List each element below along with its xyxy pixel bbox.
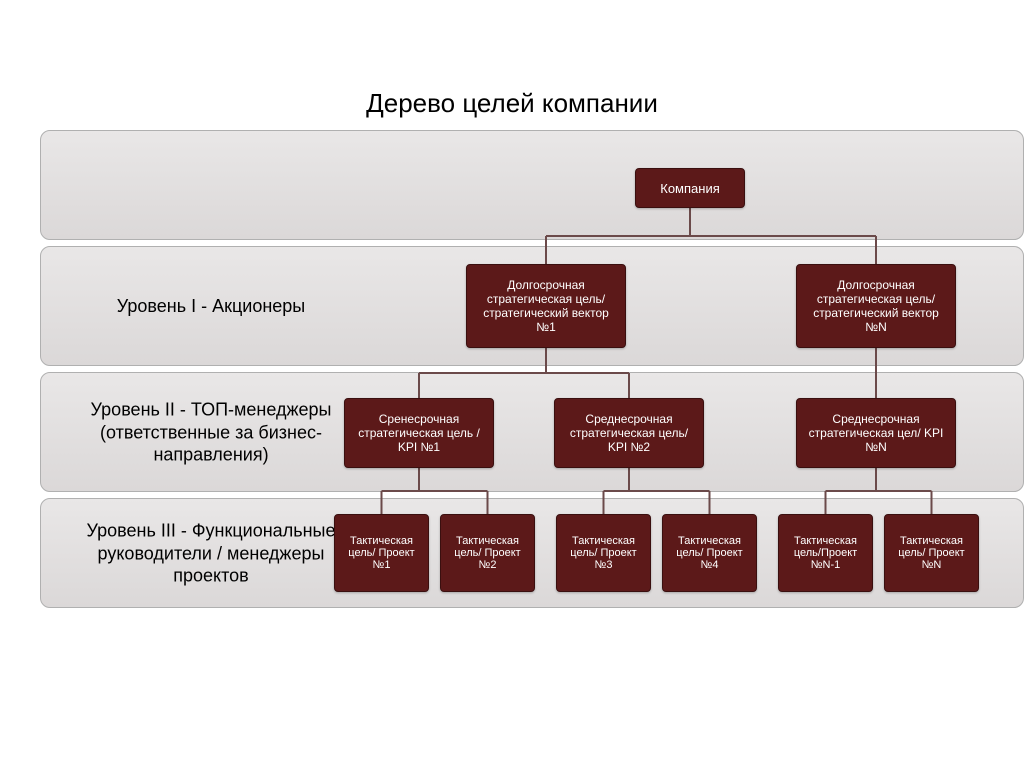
tree-node-label: Тактическая цель/ Проект №3 xyxy=(563,535,644,571)
tree-node-label: Среднесрочная стратегическая цел/ KPI №N xyxy=(803,412,949,454)
tree-node-label: Сренесрочная стратегическая цель / KPI №… xyxy=(351,412,487,454)
diagram-canvas: Дерево целей компании Уровень I - Акцион… xyxy=(0,0,1024,767)
tree-node-label: Тактическая цель/ Проект №1 xyxy=(341,535,422,571)
tree-node: Тактическая цель/ Проект №2 xyxy=(440,514,535,592)
level-band-label: Уровень I - Акционеры xyxy=(61,295,361,318)
tree-node: Тактическая цель/ Проект №3 xyxy=(556,514,651,592)
level-band-label: Уровень II - ТОП-менеджеры (ответственны… xyxy=(61,398,361,466)
tree-node: Тактическая цель/ Проект №4 xyxy=(662,514,757,592)
tree-node-label: Долгосрочная стратегическая цель/ страте… xyxy=(803,278,949,334)
tree-node: Тактическая цель/Проект №N-1 xyxy=(778,514,873,592)
tree-node: Тактическая цель/ Проект №1 xyxy=(334,514,429,592)
tree-node-label: Долгосрочная стратегическая цель/ страте… xyxy=(473,278,619,334)
tree-node: Сренесрочная стратегическая цель / KPI №… xyxy=(344,398,494,468)
tree-node-label: Тактическая цель/ Проект №N xyxy=(891,535,972,571)
level-band xyxy=(40,130,1024,240)
tree-node-label: Тактическая цель/ Проект №2 xyxy=(447,535,528,571)
level-band-label: Уровень III - Функциональные руководител… xyxy=(61,519,361,587)
tree-node: Тактическая цель/ Проект №N xyxy=(884,514,979,592)
tree-node: Компания xyxy=(635,168,745,208)
diagram-title: Дерево целей компании xyxy=(0,80,1024,133)
tree-node-label: Компания xyxy=(642,181,738,196)
tree-node: Среднесрочная стратегическая цел/ KPI №N xyxy=(796,398,956,468)
tree-node: Долгосрочная стратегическая цель/ страте… xyxy=(796,264,956,348)
tree-node-label: Тактическая цель/Проект №N-1 xyxy=(785,535,866,571)
tree-node-label: Тактическая цель/ Проект №4 xyxy=(669,535,750,571)
tree-node: Долгосрочная стратегическая цель/ страте… xyxy=(466,264,626,348)
tree-node-label: Среднесрочная стратегическая цель/ KPI №… xyxy=(561,412,697,454)
tree-node: Среднесрочная стратегическая цель/ KPI №… xyxy=(554,398,704,468)
